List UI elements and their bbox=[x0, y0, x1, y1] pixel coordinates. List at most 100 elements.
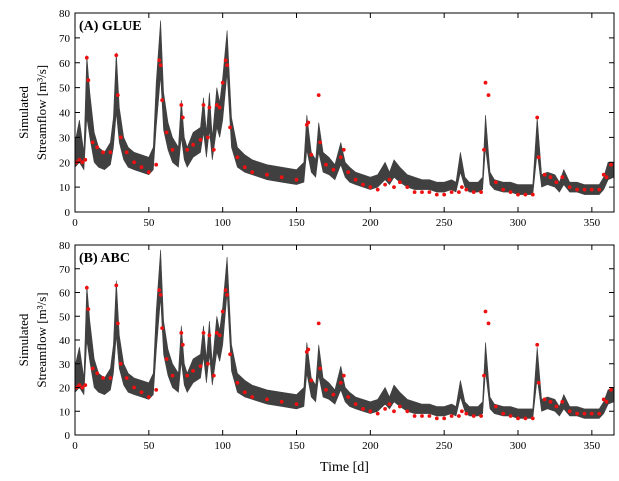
observed-point bbox=[427, 414, 432, 418]
observed-point bbox=[242, 390, 247, 395]
observed-point bbox=[90, 366, 95, 371]
observed-point bbox=[609, 162, 613, 167]
observed-point bbox=[318, 366, 322, 371]
observed-point bbox=[589, 187, 594, 192]
observed-point bbox=[471, 190, 476, 195]
observed-point bbox=[124, 150, 129, 155]
x-tick-label: 350 bbox=[584, 440, 601, 452]
observed-point bbox=[589, 411, 594, 416]
observed-point bbox=[214, 103, 219, 107]
y-tick-label: 0 bbox=[65, 430, 71, 442]
observed-point bbox=[206, 135, 210, 140]
observed-point bbox=[118, 361, 123, 366]
observed-point bbox=[235, 380, 240, 385]
observed-point bbox=[375, 411, 380, 416]
observed-point bbox=[225, 293, 230, 297]
observed-point bbox=[482, 147, 486, 152]
observed-point bbox=[86, 78, 91, 83]
observed-point bbox=[412, 414, 417, 418]
observed-point bbox=[211, 373, 216, 378]
observed-point bbox=[434, 192, 439, 197]
y-tick-label: 40 bbox=[59, 335, 71, 347]
observed-point bbox=[132, 385, 137, 390]
observed-point bbox=[324, 388, 328, 392]
observed-point bbox=[508, 190, 513, 195]
observed-point bbox=[501, 187, 506, 192]
observed-point bbox=[536, 380, 541, 385]
observed-point bbox=[185, 147, 190, 152]
observed-point bbox=[575, 411, 579, 416]
observed-point bbox=[83, 383, 88, 387]
observed-point bbox=[158, 293, 163, 297]
observed-point bbox=[427, 190, 432, 195]
observed-point bbox=[420, 190, 424, 195]
observed-point bbox=[118, 135, 123, 140]
observed-point bbox=[84, 55, 89, 60]
observed-point bbox=[279, 399, 284, 404]
x-tick-label: 50 bbox=[143, 440, 155, 452]
observed-point bbox=[80, 160, 85, 165]
y-tick-label: 80 bbox=[59, 8, 71, 20]
observed-point bbox=[157, 58, 162, 63]
observed-point bbox=[294, 402, 299, 406]
x-tick-label: 350 bbox=[584, 217, 601, 229]
observed-point bbox=[90, 140, 95, 145]
observed-point bbox=[95, 371, 100, 376]
observed-point bbox=[160, 98, 165, 102]
x-tick-label: 250 bbox=[436, 440, 453, 452]
observed-point bbox=[331, 167, 336, 172]
observed-point bbox=[508, 414, 513, 418]
observed-point bbox=[486, 93, 491, 97]
observed-point bbox=[523, 416, 528, 421]
observed-point bbox=[368, 409, 373, 414]
x-tick-label: 300 bbox=[510, 440, 527, 452]
observed-point bbox=[449, 190, 454, 195]
y-tick-label: 70 bbox=[59, 264, 71, 276]
observed-point bbox=[146, 395, 151, 399]
observed-point bbox=[353, 402, 358, 406]
y-tick-label: 30 bbox=[59, 359, 71, 371]
observed-point bbox=[361, 407, 365, 411]
observed-point bbox=[179, 103, 184, 107]
observed-point bbox=[548, 175, 553, 180]
observed-point bbox=[180, 342, 185, 347]
observed-point bbox=[597, 187, 602, 192]
observed-point bbox=[77, 383, 82, 387]
observed-point bbox=[201, 331, 206, 335]
observed-point bbox=[560, 175, 565, 180]
observed-point bbox=[383, 407, 387, 411]
observed-point bbox=[601, 397, 606, 402]
observed-point bbox=[597, 411, 602, 416]
observed-point bbox=[392, 409, 396, 414]
observed-point bbox=[341, 373, 346, 378]
x-tick-label: 0 bbox=[72, 440, 78, 452]
observed-point bbox=[460, 409, 464, 414]
y-tick-label: 10 bbox=[59, 182, 71, 194]
observed-point bbox=[228, 125, 233, 130]
observed-point bbox=[434, 416, 439, 421]
observed-point bbox=[191, 369, 196, 373]
y-tick-label: 60 bbox=[59, 58, 71, 70]
observed-point bbox=[479, 414, 483, 418]
observed-point bbox=[548, 399, 553, 404]
observed-point bbox=[479, 190, 483, 195]
observed-point bbox=[132, 160, 137, 165]
observed-point bbox=[368, 185, 373, 190]
observed-point bbox=[542, 397, 547, 402]
observed-point bbox=[405, 409, 410, 414]
observed-point bbox=[139, 390, 144, 395]
y-axis-label-line1: Simulated bbox=[16, 313, 31, 366]
observed-point bbox=[108, 150, 113, 155]
y-tick-label: 20 bbox=[59, 383, 71, 395]
observed-point bbox=[198, 138, 203, 142]
observed-point bbox=[338, 155, 343, 160]
observed-point bbox=[346, 395, 351, 399]
observed-point bbox=[206, 361, 210, 366]
observed-point bbox=[604, 175, 609, 180]
observed-point bbox=[294, 177, 299, 182]
observed-point bbox=[567, 185, 572, 190]
observed-point bbox=[114, 283, 119, 288]
observed-point bbox=[582, 187, 587, 192]
observed-point bbox=[170, 147, 175, 152]
